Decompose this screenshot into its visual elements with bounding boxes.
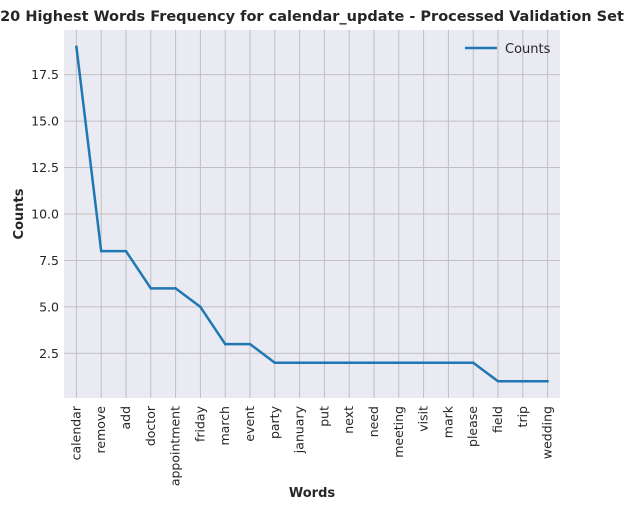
x-tick-label: please [465, 406, 480, 447]
data-point [174, 287, 177, 290]
legend-label: Counts [505, 42, 551, 57]
x-axis-label: Words [289, 486, 336, 501]
x-tick-label: friday [192, 405, 207, 442]
data-point [124, 249, 128, 253]
x-tick-label: mark [440, 405, 455, 438]
data-point [199, 305, 202, 309]
x-tick-label: field [490, 406, 505, 433]
x-tick-label: event [242, 406, 257, 442]
x-tick-label: appointment [168, 406, 183, 486]
data-point [496, 379, 500, 383]
data-point [248, 342, 252, 346]
data-point [149, 287, 153, 290]
y-tick-label: 7.5 [39, 253, 59, 268]
legend: Counts [465, 42, 551, 57]
data-point [99, 249, 103, 253]
x-tick-label: calendar [68, 405, 83, 460]
data-point [273, 361, 277, 364]
x-tick-label: doctor [143, 405, 158, 446]
y-tick-label: 5.0 [39, 299, 59, 314]
y-axis-label: Counts [12, 188, 27, 239]
data-point [323, 361, 326, 364]
x-tick-label: put [316, 406, 331, 427]
y-tick-label: 15.0 [31, 114, 59, 129]
chart-title: 20 Highest Words Frequency for calendar_… [0, 9, 624, 25]
data-point [471, 361, 475, 364]
data-point [397, 361, 401, 364]
data-point [521, 379, 525, 383]
y-tick-label: 2.5 [39, 346, 59, 361]
grid [64, 30, 560, 398]
x-tick-label: next [341, 406, 356, 434]
x-tick-label: visit [416, 406, 431, 432]
x-tick-label: meeting [391, 406, 406, 458]
series-layer [75, 45, 549, 383]
data-point [223, 342, 227, 346]
data-point [75, 45, 78, 49]
y-axis-ticks: 2.5 5.0 7.5 10.0 12.5 15.0 17.5 [31, 67, 59, 361]
data-point [298, 361, 301, 364]
x-tick-label: remove [93, 406, 108, 454]
x-tick-label: add [118, 406, 133, 430]
y-tick-label: 12.5 [31, 160, 59, 175]
x-axis-ticks: calendar remove add doctor appointment friday… [68, 405, 554, 486]
x-tick-label: march [217, 406, 232, 446]
series-line-counts [75, 46, 548, 383]
data-point [372, 361, 376, 364]
data-point [447, 361, 450, 364]
x-tick-label: party [267, 405, 282, 439]
data-point [347, 361, 351, 364]
y-tick-label: 17.5 [31, 67, 59, 82]
x-tick-label: trip [515, 406, 530, 428]
y-tick-label: 10.0 [31, 207, 59, 222]
data-point [422, 361, 425, 364]
data-point [546, 379, 549, 383]
x-tick-label: need [366, 406, 381, 437]
x-tick-label: wedding [540, 406, 555, 459]
x-tick-label: january [292, 405, 307, 454]
